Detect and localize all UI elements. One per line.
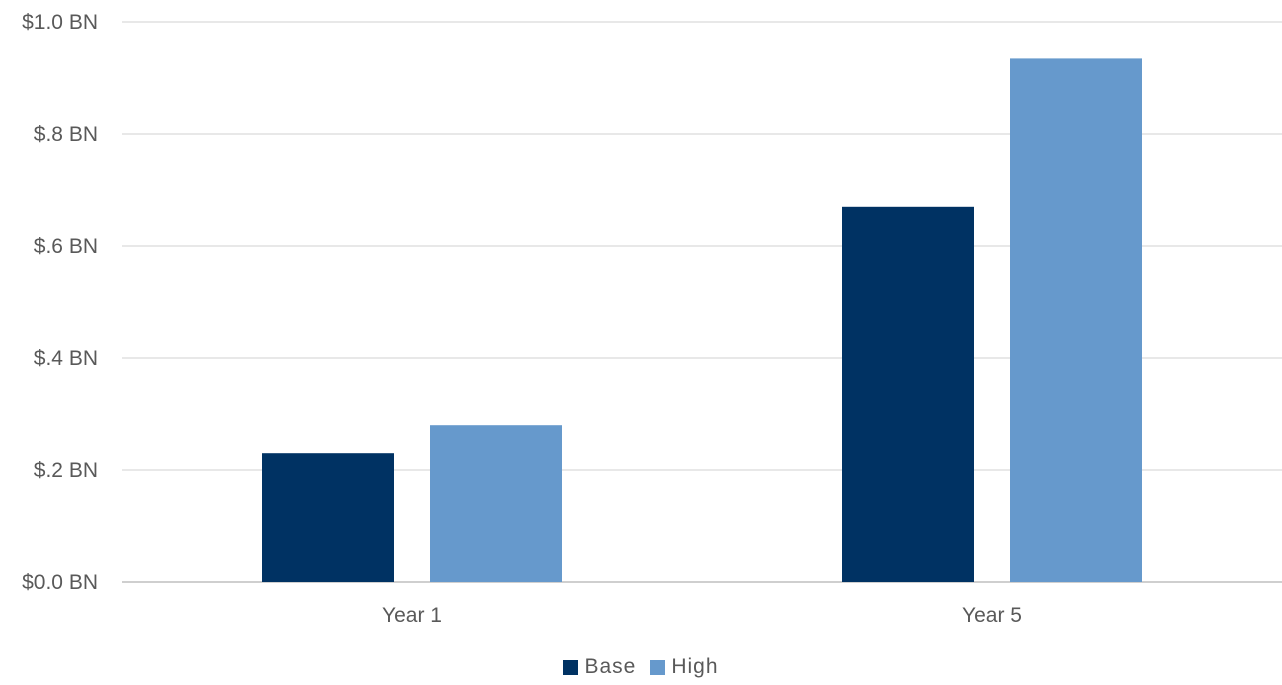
y-tick-label: $.6 BN	[34, 235, 98, 258]
bar-high-year-1	[430, 425, 562, 582]
chart-plot: $0.0 BN $.2 BN $.4 BN $.6 BN $.8 BN $1.0 BN Ye…	[22, 11, 1282, 627]
legend: Base High	[0, 655, 1282, 679]
bar-high-year-5	[1010, 58, 1142, 582]
legend-swatch-base	[563, 659, 579, 675]
legend-label-base: Base	[584, 655, 637, 678]
legend-swatch-high	[650, 659, 666, 675]
y-tick-label: $0.0 BN	[22, 571, 98, 594]
legend-item-high: High	[650, 655, 718, 679]
bar-base-year-1	[262, 453, 394, 582]
legend-label-high: High	[671, 655, 719, 678]
y-tick-label: $.8 BN	[34, 123, 98, 146]
y-tick-label: $.2 BN	[34, 459, 98, 482]
y-tick-label: $.4 BN	[34, 347, 98, 370]
legend-item-base: Base	[563, 655, 636, 679]
bar-base-year-5	[842, 206, 974, 583]
x-tick-label: Year 1	[382, 604, 442, 627]
y-tick-label: $1.0 BN	[22, 11, 98, 34]
x-tick-label: Year 5	[962, 604, 1022, 627]
